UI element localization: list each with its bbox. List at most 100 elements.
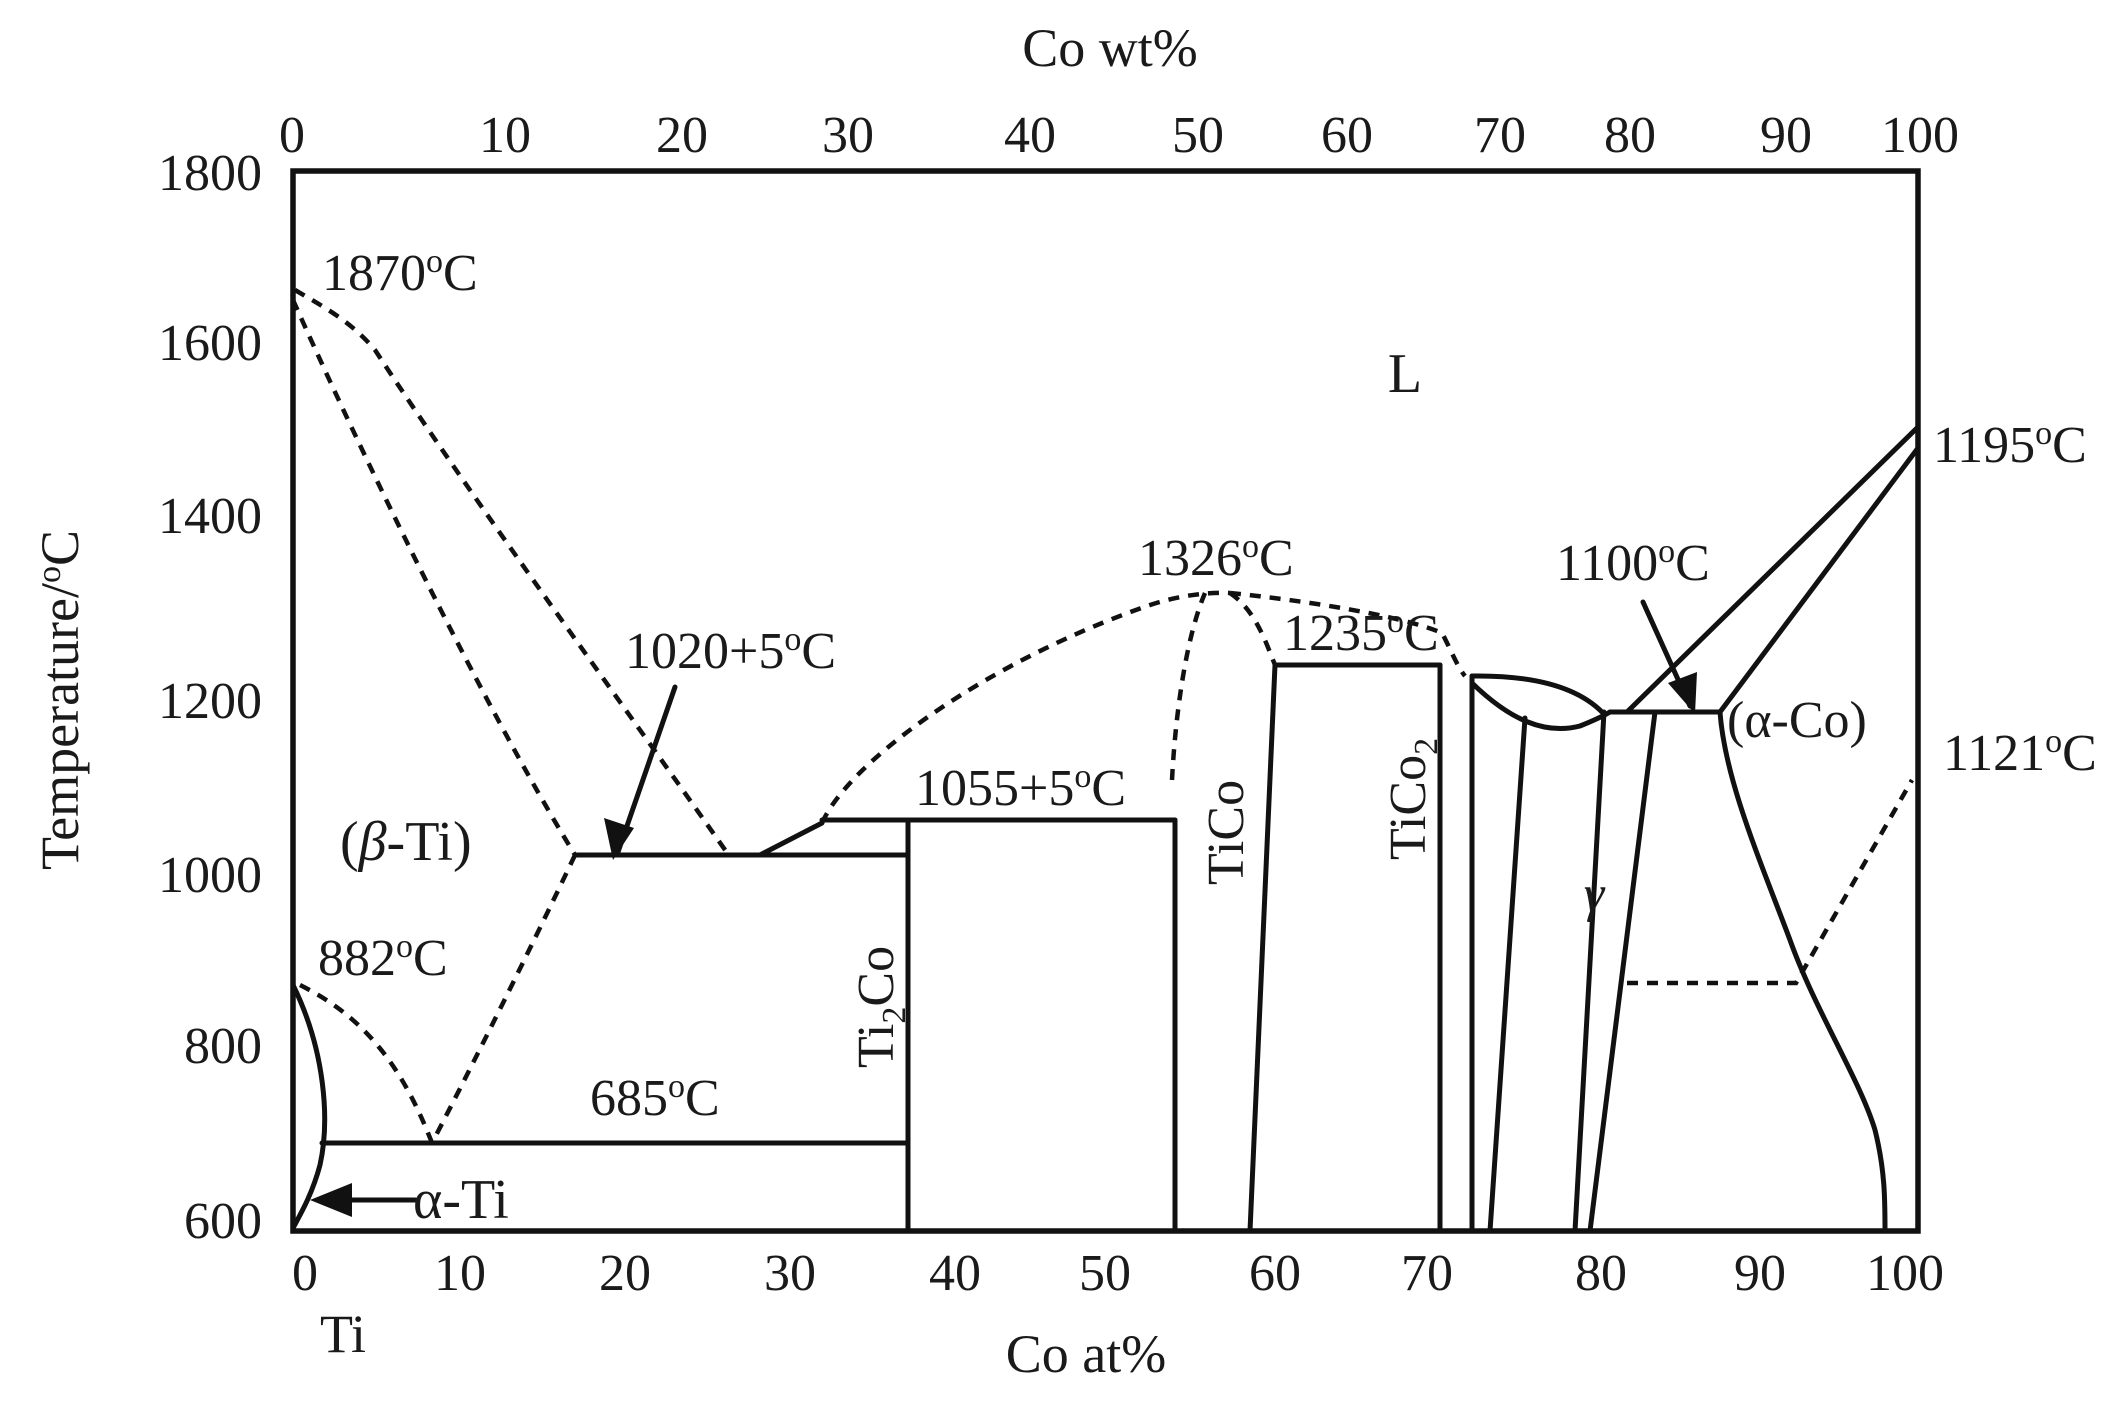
x-bottom-tick-50: 50 (1079, 1245, 1131, 1302)
y-tick-1800: 1800 (158, 145, 262, 202)
temp-1870-label: 1870oC (322, 243, 478, 302)
temp-1121-value: 1121 (1943, 725, 2045, 782)
temp-1100-unit: C (1675, 535, 1710, 592)
x-top-tick-60: 60 (1321, 107, 1373, 164)
tico2-right-boundary (1487, 715, 1528, 1234)
gamma-label: γ (1584, 866, 1606, 923)
ti2co-label-sub: 2 (876, 1007, 913, 1024)
ti2co-liquidus (819, 590, 1231, 824)
temp-1100-value: 1100 (1556, 535, 1658, 592)
temp-1195-unit: C (2052, 417, 2087, 474)
temp-1326-deg: o (1242, 528, 1259, 565)
ti2co-label-a: Ti (848, 1024, 905, 1068)
temp-1020-deg: o (784, 621, 801, 658)
tico2-label-main: TiCo (1380, 755, 1437, 860)
gamma-left-boundary (1572, 709, 1607, 1234)
alpha-ti-label: α-Ti (413, 1169, 509, 1231)
x-top-tick-70: 70 (1474, 107, 1526, 164)
temp-1020-unit: C (801, 623, 836, 680)
temp-685-unit: C (685, 1070, 720, 1127)
x-top-tick-80: 80 (1604, 107, 1656, 164)
x-bottom-axis-title: Co at% (1006, 1324, 1166, 1384)
gamma-right-boundary (1587, 709, 1658, 1234)
tico-liquidus-left (1169, 592, 1208, 781)
x-bottom-tick-90: 90 (1734, 1245, 1786, 1302)
dashed-boundaries (290, 288, 1914, 1145)
x-bottom-tick-100: 100 (1866, 1245, 1944, 1302)
tico2-liquidus-upper (1469, 673, 1605, 715)
temp-1121-label: 1121oC (1943, 723, 2097, 782)
arrow-1100-head (1668, 672, 1697, 714)
temp-685-value: 685 (590, 1070, 668, 1127)
temp-1870-value: 1870 (322, 245, 426, 302)
y-tick-labels: 1800 1600 1400 1200 1000 800 600 (158, 145, 262, 1250)
temp-685-deg: o (668, 1068, 685, 1105)
temp-882-unit: C (413, 930, 448, 987)
arrow-alpha-ti-head (310, 1183, 352, 1217)
temperature-annotations: 1870oC 882oC 685oC 1020+5oC 1055+5oC 132… (318, 243, 2097, 1127)
beta-liquidus-curve (293, 288, 732, 859)
beta-transus-right (430, 854, 578, 1145)
temp-1195-value: 1195 (1933, 417, 2035, 474)
temp-1870-unit: C (443, 245, 478, 302)
temp-1100-label: 1100oC (1556, 533, 1710, 592)
temp-1235-label: 1235oC (1283, 603, 1439, 662)
x-bottom-tick-labels: 0 10 20 30 40 50 60 70 80 90 100 (292, 1245, 1944, 1302)
temp-1020-value: 1020+5 (625, 623, 784, 680)
temp-1235-unit: C (1404, 605, 1439, 662)
temp-1326-unit: C (1259, 530, 1294, 587)
ti-element-label: Ti (320, 1304, 366, 1364)
x-top-tick-40: 40 (1004, 107, 1056, 164)
plot-frame (290, 168, 1921, 1234)
beta-ti-label-suffix: -Ti) (387, 811, 472, 873)
beta-ti-label-greek: β (358, 811, 387, 873)
temp-1195-deg: o (2035, 415, 2052, 452)
temp-1326-value: 1326 (1138, 530, 1242, 587)
x-top-tick-100: 100 (1881, 107, 1959, 164)
x-top-axis-title: Co wt% (1022, 18, 1198, 78)
y-tick-1200: 1200 (158, 673, 262, 730)
ti2co-label: Ti2Co (848, 946, 913, 1068)
alpha-co-label: (α-Co) (1727, 692, 1867, 749)
x-bottom-tick-60: 60 (1249, 1245, 1301, 1302)
x-bottom-tick-10: 10 (434, 1245, 486, 1302)
alpha-co-solvus (1717, 709, 1888, 1234)
temp-1055-label: 1055+5oC (915, 758, 1126, 817)
temp-1235-value: 1235 (1283, 605, 1387, 662)
tico2-label-sub: 2 (1408, 738, 1445, 755)
x-top-tick-50: 50 (1172, 107, 1224, 164)
arrow-1020-shaft (615, 684, 678, 855)
temp-1100-deg: o (1658, 533, 1675, 570)
temp-882-deg: o (396, 928, 413, 965)
temp-882-value: 882 (318, 930, 396, 987)
alpha-co-liquidus-lower (1717, 445, 1921, 715)
x-bottom-tick-70: 70 (1401, 1245, 1453, 1302)
liquid-label: L (1388, 343, 1422, 405)
tico-left-boundary (1247, 662, 1278, 1234)
x-top-tick-30: 30 (822, 107, 874, 164)
tico2-liquidus (1229, 590, 1467, 678)
arrow-1020-head (604, 818, 634, 860)
x-bottom-tick-0: 0 (292, 1245, 318, 1302)
temp-1235-deg: o (1387, 603, 1404, 640)
y-tick-1400: 1400 (158, 488, 262, 545)
solid-boundaries (290, 424, 1921, 1234)
x-top-tick-90: 90 (1760, 107, 1812, 164)
arrowheads (310, 672, 1697, 1217)
ti2co-liquidus-segment (757, 820, 825, 858)
y-tick-1000: 1000 (158, 847, 262, 904)
tico-label: TiCo (1198, 780, 1255, 885)
temp-1121-deg: o (2045, 723, 2062, 760)
tico2-liquidus-lower (1469, 680, 1613, 732)
x-top-tick-10: 10 (479, 107, 531, 164)
beta-ti-label: (β-Ti) (340, 811, 472, 873)
temp-1121-unit: C (2062, 725, 2097, 782)
y-axis-title: Temperature/oC (30, 530, 90, 870)
beta-ti-label-prefix: ( (340, 811, 359, 873)
alpha-ti-solvus (290, 982, 328, 1231)
beta-solidus-curve (290, 299, 577, 857)
temp-1055-value: 1055+5 (915, 760, 1074, 817)
temp-1055-deg: o (1074, 758, 1091, 795)
beta-transus-left (298, 982, 435, 1144)
